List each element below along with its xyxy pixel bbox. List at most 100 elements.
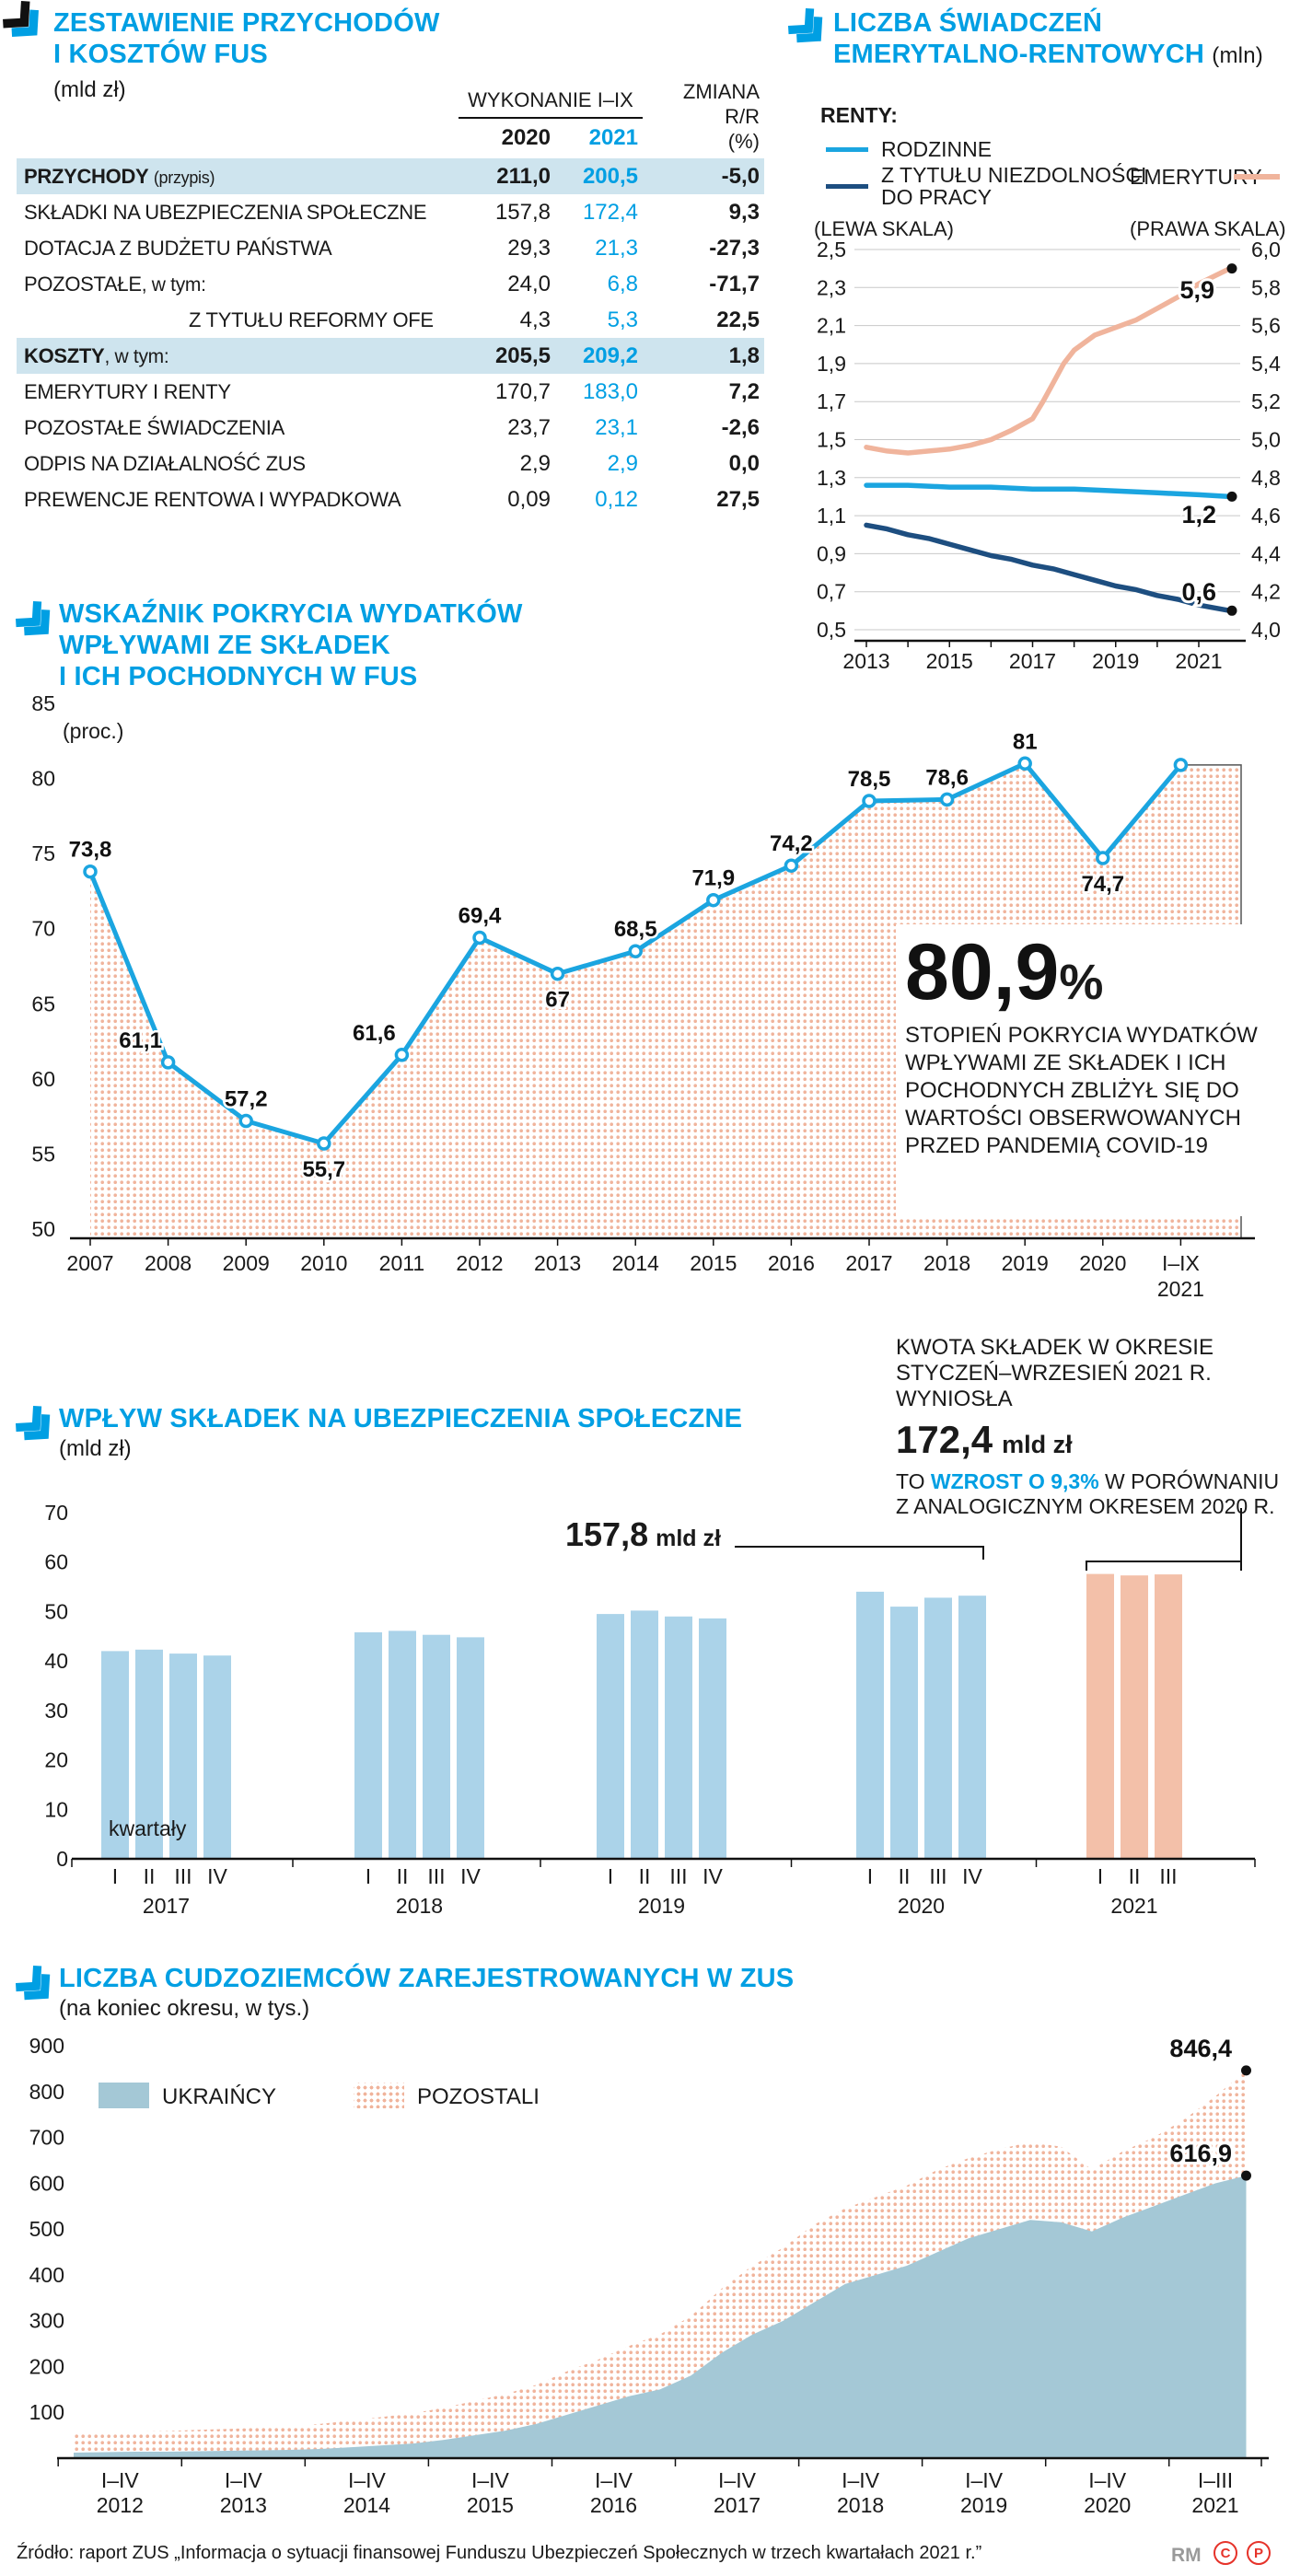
svg-text:2010: 2010 <box>300 1251 347 1275</box>
svg-text:2020: 2020 <box>898 1894 945 1918</box>
fus-table-row: KOSZTY, w tym: 205,5 209,2 1,8 <box>17 338 764 374</box>
svg-text:70: 70 <box>31 917 55 941</box>
svg-text:I: I <box>112 1864 118 1888</box>
legend-pozostali-swatch <box>354 2083 404 2108</box>
svg-text:2020: 2020 <box>1079 1251 1126 1275</box>
contrib-2020-sum-label: 157,8 mld zł <box>565 1515 721 1553</box>
fus-table-title: ZESTAWIENIE PRZYCHODÓW I KOSZTÓW FUS <box>53 8 440 69</box>
row-label: Z TYTUŁU REFORMY OFE <box>189 307 434 331</box>
contrib-unit: (mld zł) <box>59 1436 132 1461</box>
value-2020: 211,0 <box>496 163 551 189</box>
svg-text:I–IX: I–IX <box>1162 1251 1200 1275</box>
svg-text:500: 500 <box>29 2217 64 2241</box>
svg-text:IV: IV <box>460 1864 481 1888</box>
svg-text:700: 700 <box>29 2126 64 2150</box>
svg-text:I: I <box>608 1864 613 1888</box>
svg-text:69,4: 69,4 <box>459 904 502 929</box>
svg-text:61,1: 61,1 <box>119 1028 162 1053</box>
fus-table-row: Z TYTUŁU REFORMY OFE 4,3 5,3 22,5 <box>17 302 764 338</box>
svg-text:2014: 2014 <box>343 2493 390 2517</box>
svg-text:IV: IV <box>207 1864 227 1888</box>
svg-text:2020: 2020 <box>1084 2493 1131 2517</box>
svg-text:800: 800 <box>29 2080 64 2104</box>
svg-text:81: 81 <box>1013 729 1038 754</box>
header-rule <box>459 117 643 119</box>
svg-text:2019: 2019 <box>1092 649 1139 673</box>
legend-ukraincy-label: UKRAIŃCY <box>162 2084 277 2109</box>
contrib-callout: KWOTA SKŁADEK W OKRESIE STYCZEŃ–WRZESIEŃ… <box>896 1335 1280 1518</box>
growth-highlight: WZROST O 9,3% <box>930 1469 1099 1493</box>
legend-rodzinne-swatch <box>826 147 868 152</box>
legend-pozostali-label: POZOSTALI <box>417 2084 540 2109</box>
svg-text:2013: 2013 <box>842 649 889 673</box>
svg-text:80: 80 <box>31 767 55 791</box>
fus-table: PRZYCHODY (przypis) 211,0 200,5 -5,0 SKŁADKI… <box>17 158 764 517</box>
svg-text:2019: 2019 <box>638 1894 685 1918</box>
svg-text:2021: 2021 <box>1175 649 1222 673</box>
source-line: Źródło: raport ZUS „Informacja o sytuacj… <box>17 2543 982 2563</box>
svg-text:5,9: 5,9 <box>1179 276 1214 304</box>
svg-text:2015: 2015 <box>467 2493 514 2517</box>
svg-text:846,4: 846,4 <box>1169 2035 1232 2062</box>
svg-text:68,5: 68,5 <box>614 917 657 942</box>
svg-text:III: III <box>929 1864 946 1888</box>
svg-text:IV: IV <box>962 1864 982 1888</box>
svg-text:I–IV: I–IV <box>595 2468 633 2492</box>
svg-text:100: 100 <box>29 2400 64 2424</box>
right-scale-label: (PRAWA SKALA) <box>1130 217 1286 240</box>
section-arrow-icon <box>787 7 828 48</box>
svg-text:300: 300 <box>29 2309 64 2333</box>
svg-text:5,2: 5,2 <box>1251 389 1281 413</box>
value-2021: 6,8 <box>607 271 638 296</box>
svg-text:900: 900 <box>29 2035 64 2058</box>
svg-text:5,4: 5,4 <box>1251 352 1281 376</box>
svg-text:2015: 2015 <box>690 1251 737 1275</box>
fus-table-row: DOTACJA Z BUDŻETU PAŃSTWA 29,3 21,3 -27,3 <box>17 230 764 266</box>
row-label: POZOSTAŁE ŚWIADCZENIA <box>24 415 285 439</box>
svg-text:57,2: 57,2 <box>225 1087 268 1112</box>
row-label: SKŁADKI NA UBEZPIECZENIA SPOŁECZNE <box>24 200 427 224</box>
svg-text:67: 67 <box>545 988 570 1013</box>
svg-text:60: 60 <box>31 1067 55 1091</box>
svg-text:I: I <box>1097 1864 1103 1888</box>
svg-text:2,3: 2,3 <box>817 275 846 299</box>
svg-text:1,9: 1,9 <box>817 352 846 376</box>
svg-text:78,5: 78,5 <box>848 767 891 792</box>
contrib-callout-value: 172,4 <box>896 1418 993 1461</box>
svg-text:2016: 2016 <box>590 2493 637 2517</box>
svg-text:I–IV: I–IV <box>965 2468 1004 2492</box>
svg-text:2012: 2012 <box>97 2493 144 2517</box>
coverage-callout: 80,9% STOPIEŃ POKRYCIA WYDATKÓW WPŁYWAMI… <box>896 924 1274 1216</box>
svg-text:II: II <box>639 1864 651 1888</box>
svg-text:200: 200 <box>29 2354 64 2378</box>
foreigners-unit: (na koniec okresu, w tys.) <box>59 1996 310 2021</box>
value-change: 0,0 <box>728 450 760 476</box>
left-scale-label: (LEWA SKALA) <box>814 217 955 240</box>
svg-text:4,6: 4,6 <box>1251 504 1281 528</box>
value-2020: 0,09 <box>507 486 551 512</box>
legend-renty-label: RENTY: <box>820 103 898 127</box>
credit-initials: RM <box>1171 2545 1202 2566</box>
value-2020: 23,7 <box>507 414 551 440</box>
svg-text:2021: 2021 <box>1157 1277 1204 1301</box>
coverage-title: WSKAŹNIK POKRYCIA WYDATKÓW WPŁYWAMI ZE S… <box>59 599 523 691</box>
value-2020: 29,3 <box>507 235 551 261</box>
svg-text:2017: 2017 <box>1009 649 1056 673</box>
legend-rodzinne-label: RODZINNE <box>881 137 993 161</box>
svg-text:73,8: 73,8 <box>69 838 112 863</box>
value-2020: 4,3 <box>519 307 551 332</box>
svg-text:74,7: 74,7 <box>1081 872 1124 897</box>
svg-text:616,9: 616,9 <box>1169 2140 1232 2167</box>
svg-text:20: 20 <box>44 1748 68 1772</box>
legend-niezdolnosc-label: Z TYTUŁU NIEZDOLNOŚCI DO PRACY <box>881 163 1147 209</box>
legend-emerytury-swatch <box>1234 174 1280 180</box>
svg-text:2,5: 2,5 <box>817 238 846 261</box>
svg-text:2019: 2019 <box>1002 1251 1049 1275</box>
svg-text:2021: 2021 <box>1110 1894 1157 1918</box>
svg-text:70: 70 <box>44 1501 68 1525</box>
svg-text:III: III <box>427 1864 445 1888</box>
benefits-unit: (mln) <box>1212 43 1263 68</box>
svg-text:I: I <box>366 1864 371 1888</box>
svg-text:I–IV: I–IV <box>225 2468 263 2492</box>
